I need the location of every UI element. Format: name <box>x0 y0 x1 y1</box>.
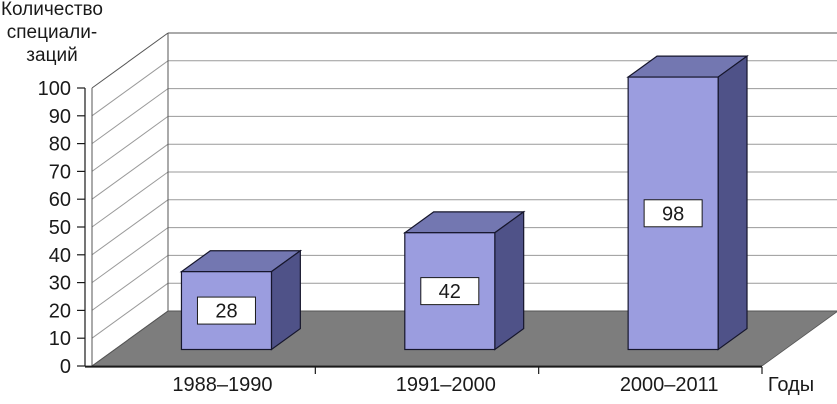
wall-gridline <box>91 310 169 367</box>
y-tick-label: 50 <box>49 217 71 239</box>
wall-gridline <box>91 171 169 228</box>
value-label: 98 <box>662 203 684 225</box>
wall-gridline <box>91 60 169 117</box>
wall-gridline <box>91 227 169 284</box>
y-tick-label: 80 <box>49 134 71 156</box>
bar-side-face <box>494 210 525 351</box>
y-axis-title-line: Количество <box>1 0 103 20</box>
y-tick-label: 20 <box>49 300 71 322</box>
value-label: 42 <box>439 281 461 303</box>
y-tick-label: 30 <box>49 273 71 295</box>
wall-gridline <box>91 143 169 200</box>
y-tick-label: 0 <box>60 356 71 378</box>
y-axis-title-line: специали- <box>7 22 97 43</box>
y-tick-label: 10 <box>49 328 71 350</box>
wall-gridline <box>91 254 169 311</box>
wall-gridline <box>91 32 169 89</box>
wall-gridline <box>91 282 169 339</box>
y-tick-label: 100 <box>38 78 71 100</box>
x-axis-title: Годы <box>768 374 814 396</box>
x-tick-label: 1991–2000 <box>396 374 496 396</box>
wall-gridline <box>91 199 169 256</box>
x-tick-label: 1988–1990 <box>172 374 272 396</box>
y-tick-label: 90 <box>49 106 71 128</box>
y-tick-label: 40 <box>49 245 71 267</box>
wall-gridline <box>91 115 169 172</box>
value-label-box <box>196 296 256 325</box>
wall-gridline <box>91 88 169 145</box>
x-tick-label: 2000–2011 <box>620 374 719 396</box>
value-label-box <box>643 199 703 228</box>
value-label: 28 <box>215 301 237 323</box>
y-tick-label: 70 <box>49 161 71 183</box>
bar-side-face <box>717 54 748 351</box>
y-axis-title-line: заций <box>26 45 77 66</box>
value-label-box <box>420 277 480 306</box>
y-tick-label: 60 <box>49 189 71 211</box>
